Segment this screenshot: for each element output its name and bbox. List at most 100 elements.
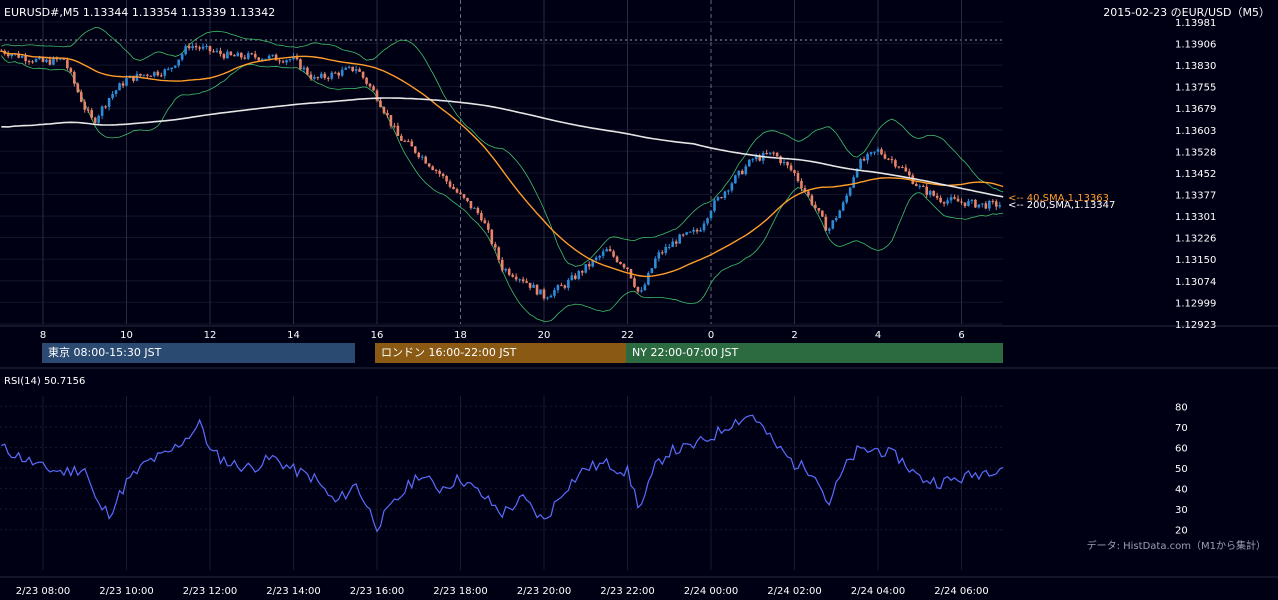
candle-body <box>326 77 330 79</box>
candle-body <box>121 83 125 86</box>
price-y-tick: 1.13830 <box>1175 61 1216 72</box>
candle-body <box>337 72 341 76</box>
rsi-y-tick: 50 <box>1175 464 1188 475</box>
candle-body <box>570 275 574 280</box>
candle-body <box>292 56 295 60</box>
candle-body <box>935 195 939 198</box>
candle-body <box>420 156 424 158</box>
candle-body <box>981 203 984 205</box>
candle-body <box>640 290 643 292</box>
price-y-tick: 1.13906 <box>1175 39 1216 50</box>
candle-body <box>789 165 793 171</box>
candle-body <box>921 185 925 187</box>
rsi-x-tick: 2/23 20:00 <box>517 586 571 597</box>
candle-body <box>306 67 309 75</box>
candle-body <box>299 59 302 70</box>
candle-body <box>688 231 692 233</box>
candle-body <box>278 60 281 62</box>
candle-body <box>431 166 434 171</box>
candle-body <box>438 170 441 174</box>
candle-body <box>685 232 688 235</box>
candle-body <box>692 229 695 232</box>
candle-body <box>198 47 201 49</box>
candle-body <box>720 197 723 199</box>
candle-body <box>205 45 208 47</box>
candle-body <box>191 46 194 49</box>
candle-body <box>79 92 83 102</box>
candle-body <box>741 170 744 175</box>
candle-body <box>250 53 254 55</box>
candle-body <box>146 74 149 76</box>
candle-body <box>180 54 184 60</box>
candle-body <box>500 259 504 271</box>
candle-body <box>358 69 361 72</box>
candle-body <box>400 135 403 141</box>
price-x-tick: 4 <box>875 330 881 341</box>
candle-body <box>796 173 800 181</box>
rsi-x-tick: 2/23 18:00 <box>433 586 487 597</box>
price-y-tick: 1.13528 <box>1175 147 1216 158</box>
price-x-tick: 14 <box>287 330 300 341</box>
candle-body <box>76 83 80 93</box>
candle-body <box>86 109 90 111</box>
candle-body <box>942 202 946 204</box>
candle-body <box>580 271 584 273</box>
candle-body <box>737 170 741 176</box>
bollinger-upper <box>1 27 1004 267</box>
price-y-tick: 1.13301 <box>1175 212 1216 223</box>
candle-body <box>351 66 354 71</box>
candle-body <box>514 276 518 280</box>
candle-body <box>709 210 713 219</box>
candle-body <box>727 190 730 192</box>
candle-body <box>361 71 365 78</box>
candle-body <box>549 295 553 298</box>
price-x-tick: 20 <box>538 330 551 341</box>
candle-body <box>354 69 358 71</box>
candle-body <box>866 153 869 161</box>
candle-body <box>845 195 848 203</box>
candle-body <box>497 247 501 260</box>
candle-body <box>539 289 542 295</box>
candle-body <box>807 191 810 196</box>
candle-body <box>643 284 647 291</box>
candle-body <box>977 204 981 208</box>
candle-body <box>904 167 908 172</box>
sma40-line <box>1 50 1004 278</box>
candle-body <box>100 106 104 116</box>
candle-body <box>187 46 191 49</box>
candle-body <box>166 69 170 71</box>
candle-body <box>260 59 264 61</box>
candle-body <box>967 200 970 206</box>
candle-body <box>118 83 121 91</box>
candle-body <box>949 197 953 201</box>
candle-body <box>48 59 52 65</box>
candle-body <box>330 72 334 79</box>
candle-body <box>97 115 100 123</box>
candle-body <box>914 184 918 186</box>
candle-body <box>365 77 368 84</box>
session-ny-label: NY 22:00-07:00 JST <box>632 346 739 359</box>
candle-body <box>567 279 570 288</box>
rsi-y-tick: 20 <box>1175 526 1188 537</box>
candle-body <box>407 141 410 143</box>
candle-body <box>253 53 257 58</box>
candle-body <box>452 186 455 190</box>
price-y-tick: 1.13981 <box>1175 18 1216 29</box>
candle-body <box>594 257 598 260</box>
candle-body <box>153 71 156 77</box>
candle-body <box>295 56 299 60</box>
candle-body <box>747 159 751 167</box>
candle-body <box>45 59 48 62</box>
candle-body <box>831 220 835 229</box>
candle-body <box>556 285 560 291</box>
candle-body <box>647 273 650 285</box>
candle-body <box>403 140 407 142</box>
candle-body <box>782 161 786 164</box>
candle-body <box>24 56 27 62</box>
candle-body <box>222 54 226 59</box>
candle-body <box>991 200 995 202</box>
candle-body <box>34 58 38 62</box>
candle-body <box>347 66 351 68</box>
candle-body <box>834 218 838 221</box>
rsi-x-tick: 2/23 22:00 <box>600 586 654 597</box>
